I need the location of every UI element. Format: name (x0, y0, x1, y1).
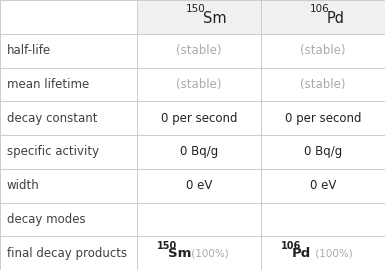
Text: half-life: half-life (7, 44, 51, 57)
Bar (261, 0, 385, 34)
Text: Pd: Pd (292, 247, 311, 261)
Text: final decay products: final decay products (7, 247, 127, 260)
Text: (stable): (stable) (176, 44, 222, 57)
Text: 150: 150 (185, 4, 205, 15)
Text: (100%): (100%) (188, 248, 229, 258)
Text: decay constant: decay constant (7, 112, 97, 125)
Text: 0 per second: 0 per second (285, 112, 361, 125)
Text: 0 Bq/g: 0 Bq/g (180, 145, 218, 158)
Text: (stable): (stable) (300, 78, 346, 91)
Text: width: width (7, 179, 40, 192)
Text: (stable): (stable) (300, 44, 346, 57)
Bar (137, 0, 261, 34)
Text: Sm: Sm (203, 11, 226, 26)
Text: Pd: Pd (327, 11, 345, 26)
Text: 106: 106 (310, 4, 329, 15)
Text: 0 eV: 0 eV (310, 179, 336, 192)
Text: mean lifetime: mean lifetime (7, 78, 89, 91)
Text: 0 eV: 0 eV (186, 179, 212, 192)
Text: 150: 150 (157, 241, 177, 251)
Text: (100%): (100%) (312, 248, 353, 258)
Text: 106: 106 (281, 241, 302, 251)
Text: 0 per second: 0 per second (161, 112, 237, 125)
Text: Sm: Sm (167, 247, 191, 261)
Text: 0 Bq/g: 0 Bq/g (304, 145, 342, 158)
Text: decay modes: decay modes (7, 213, 85, 226)
Text: (stable): (stable) (176, 78, 222, 91)
Text: specific activity: specific activity (7, 145, 99, 158)
